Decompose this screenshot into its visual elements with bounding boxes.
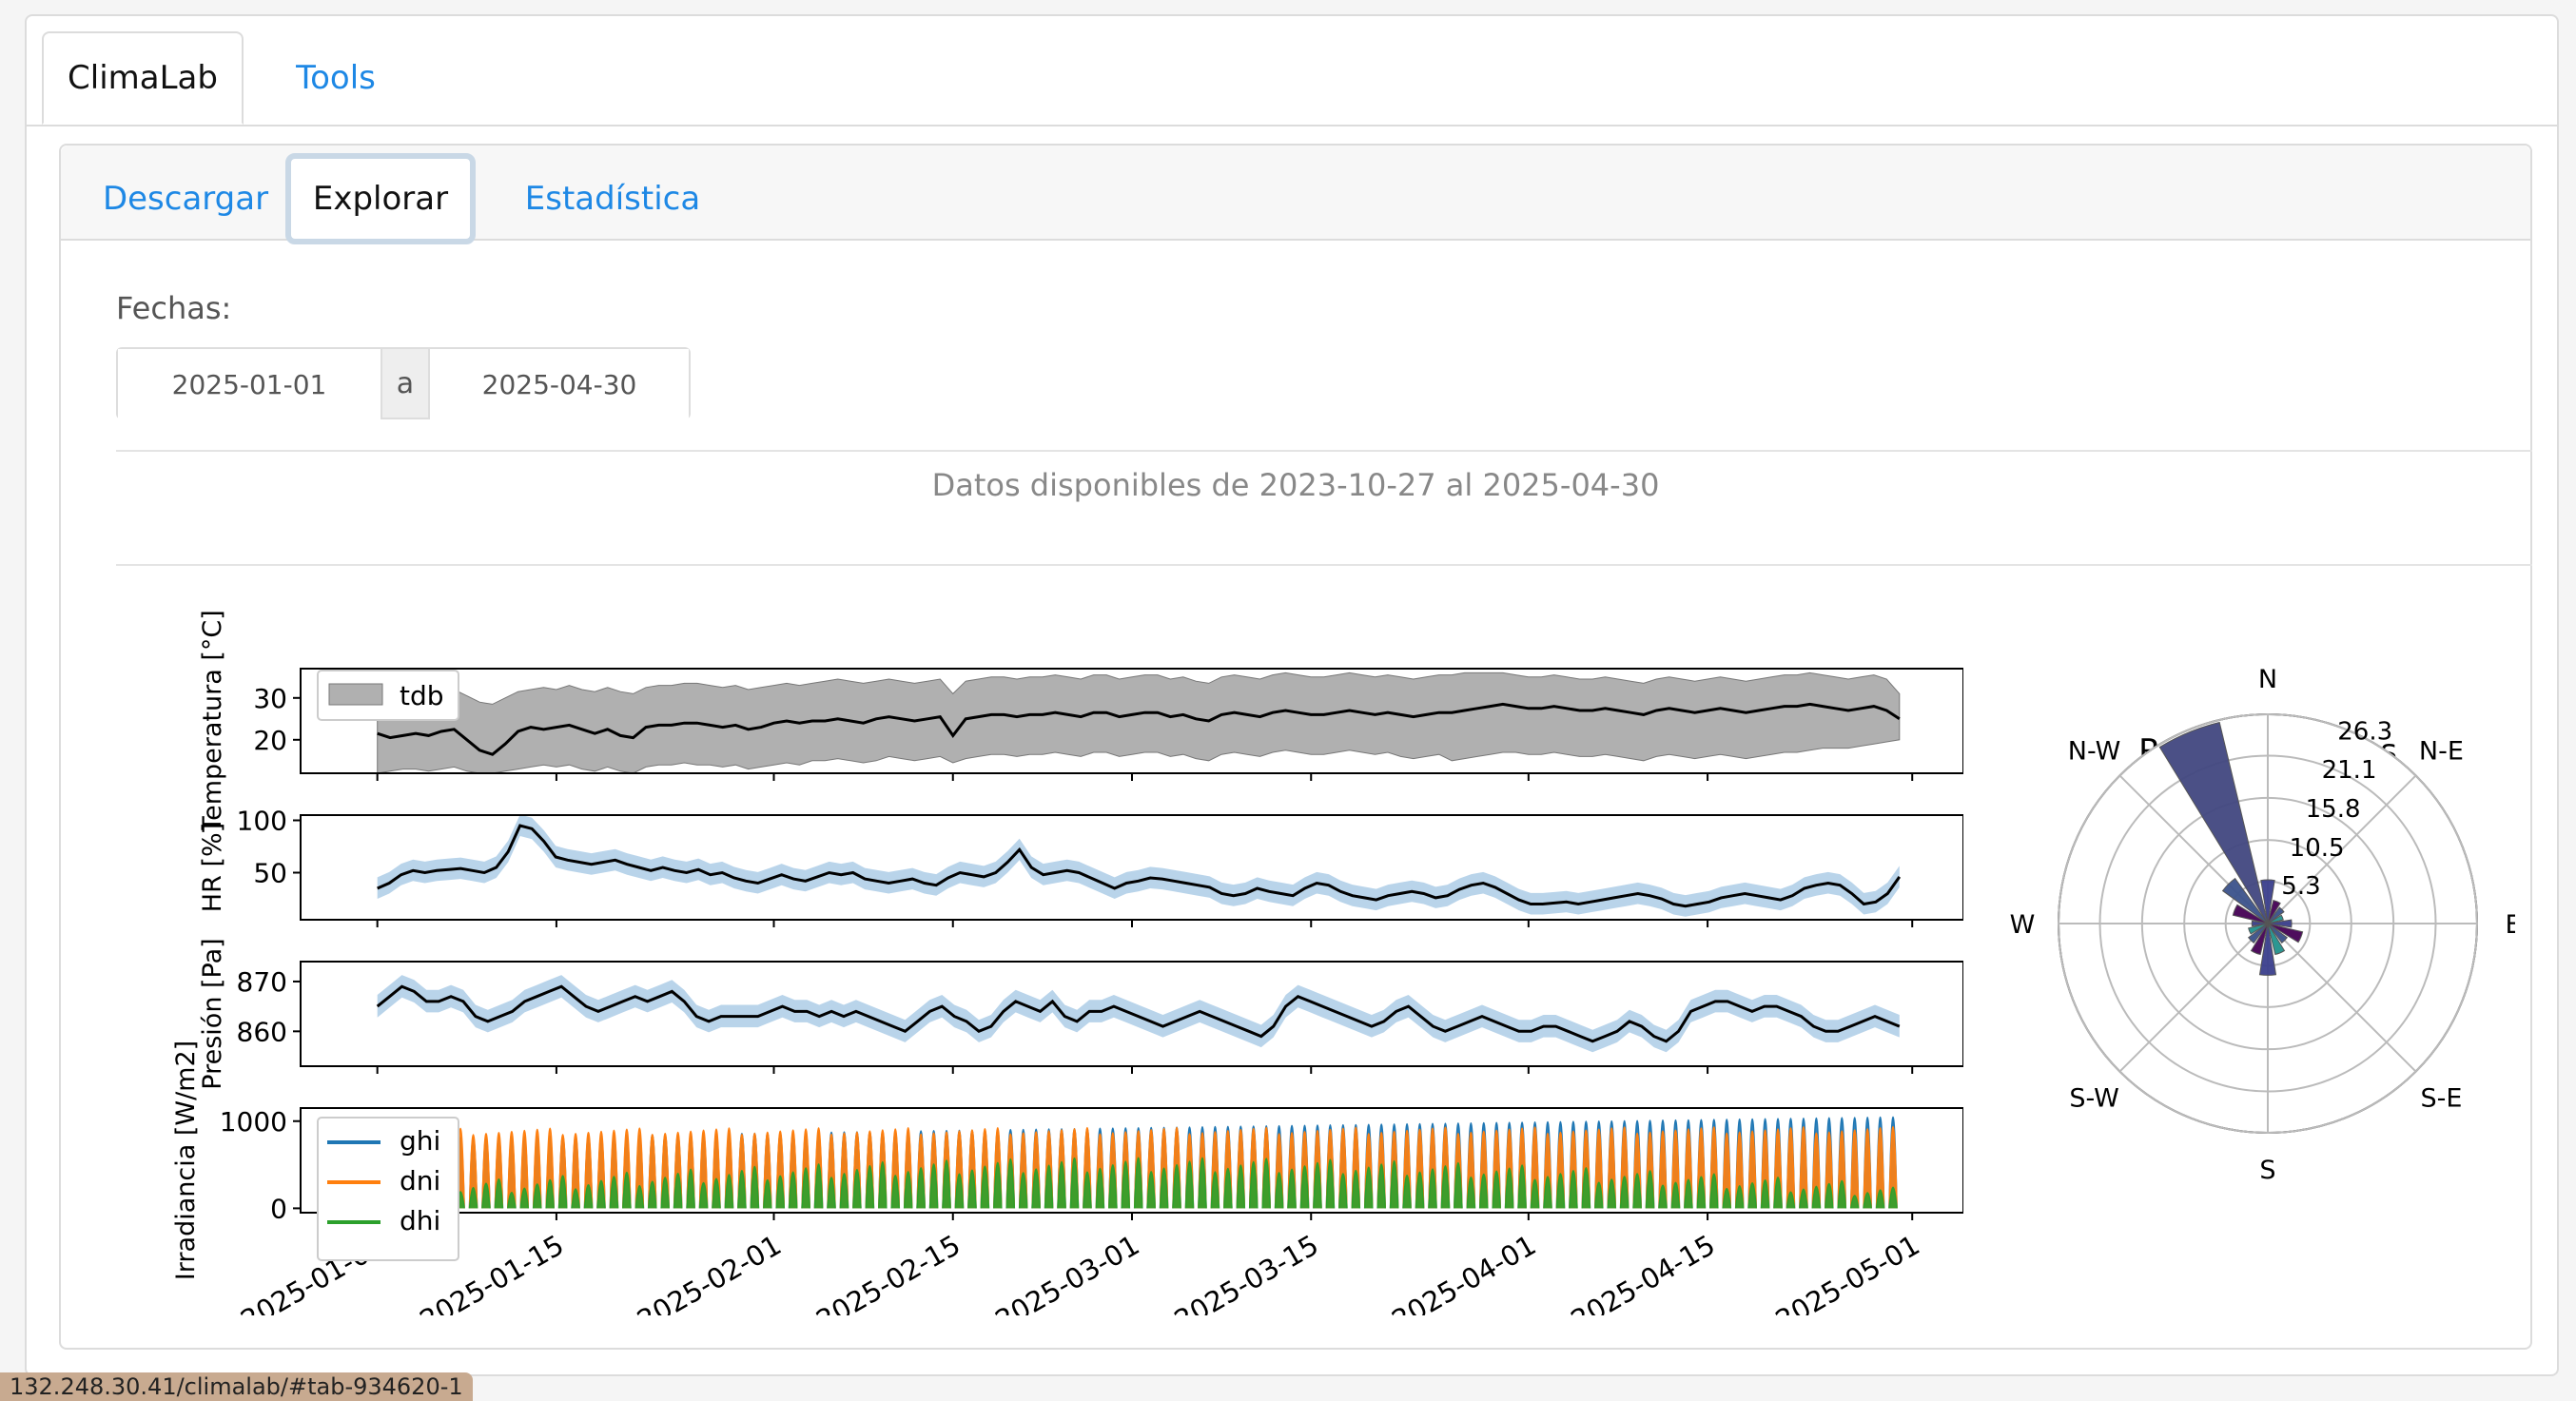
x-tick-label: 2025-02-15	[810, 1229, 966, 1315]
wind-sector	[2158, 721, 2269, 924]
wind-sector	[2267, 914, 2284, 924]
legend-box	[317, 1117, 459, 1261]
direction-label: W	[2010, 910, 2036, 940]
end-date-input[interactable]	[430, 349, 689, 419]
legend-label: dni	[400, 1165, 440, 1197]
radial-tick-label: 15.8	[2306, 795, 2361, 824]
y-tick-label: 860	[237, 1016, 287, 1047]
y-tick-label: 0	[270, 1193, 287, 1224]
tab-tools[interactable]: Tools	[296, 59, 376, 97]
wind-sector	[2267, 906, 2285, 924]
y-tick-label: 50	[253, 858, 287, 889]
x-tick-label: 2025-05-01	[1770, 1229, 1925, 1315]
legend-box	[317, 670, 459, 721]
tab-climalab[interactable]: ClimaLab	[42, 31, 244, 125]
legend-irradiance: ghi dni dhi	[317, 1117, 459, 1261]
wind-sector	[2232, 904, 2269, 924]
main-panel: ClimaLab Tools Descargar Explorar Estadí…	[25, 14, 2559, 1376]
availability-text: Datos disponibles de 2023-10-27 al 2025-…	[931, 467, 1660, 503]
range-band	[377, 814, 1900, 917]
legend-tdb: tdb	[317, 670, 459, 721]
range-band	[377, 671, 1901, 774]
wind-sector	[2248, 923, 2269, 935]
series-line	[377, 702, 1901, 756]
wind-sector	[2251, 920, 2269, 927]
wind-sector	[2267, 899, 2281, 924]
radial-tick-label: 10.5	[2290, 834, 2345, 863]
start-date-input[interactable]	[118, 349, 381, 419]
legend-label: dhi	[400, 1205, 440, 1236]
tab-explorar[interactable]: Explorar	[285, 153, 476, 244]
direction-label: S-W	[2069, 1083, 2118, 1113]
wind-sector	[2258, 923, 2277, 976]
x-tick-label: 2025-02-01	[632, 1229, 787, 1315]
direction-label: S-E	[2420, 1083, 2462, 1113]
x-tick-label: 2025-03-01	[990, 1229, 1145, 1315]
y-axis-label: HR [%]	[198, 823, 227, 912]
status-bar-url: 132.248.30.41/climalab/#tab-934620-1	[0, 1372, 473, 1401]
wind-sector	[2260, 879, 2275, 924]
tab-descargar[interactable]: Descargar	[102, 180, 269, 218]
series-line	[376, 984, 1901, 1043]
wind-sector	[2267, 923, 2304, 944]
direction-label: N-E	[2419, 737, 2464, 767]
sub-tabs: Descargar Explorar Estadística	[61, 146, 2530, 244]
divider	[116, 450, 2532, 452]
wind-sector	[2267, 923, 2286, 956]
x-tick-label: 2025-04-15	[1566, 1229, 1721, 1315]
radial-tick-label: 21.1	[2322, 756, 2377, 785]
chart-panel-3: 0 1000 Irradiancia [W/m2]	[171, 1041, 1963, 1280]
wind-sector	[2267, 919, 2293, 928]
angular-gridline	[2118, 923, 2269, 1073]
y-tick-label: 870	[237, 966, 287, 998]
tab-estadistica[interactable]: Estadística	[524, 180, 701, 218]
date-range: a	[116, 347, 691, 419]
radial-tick-label: 26.3	[2337, 718, 2392, 747]
direction-label: S	[2259, 1156, 2275, 1185]
wind-sector	[2221, 877, 2269, 924]
divider	[116, 564, 2532, 566]
dhi-series	[417, 1157, 1898, 1209]
explore-panel: Descargar Explorar Estadística Fechas: a…	[59, 144, 2532, 1350]
y-tick-label: 1000	[220, 1106, 287, 1138]
y-tick-label: 20	[253, 725, 287, 756]
y-axis-label: Temperatura [°C]	[198, 610, 227, 833]
angular-gridline	[2267, 923, 2417, 1073]
y-axis-label: Presión [Pa]	[198, 938, 227, 1089]
y-tick-label: 100	[237, 806, 287, 837]
wind-sector	[2267, 923, 2289, 944]
date-separator: a	[381, 349, 430, 418]
chart-panel-1: 50 100 HR [%]	[198, 806, 1963, 927]
wind-sector	[2250, 923, 2269, 956]
angular-gridline	[2267, 774, 2417, 924]
series-line	[377, 824, 1902, 908]
chart-panel-2: 860 870 Presión [Pa]	[198, 938, 1963, 1090]
direction-label: N	[2258, 665, 2277, 694]
x-tick-label: 2025-04-01	[1386, 1229, 1541, 1315]
legend-label: ghi	[400, 1125, 440, 1157]
legend-label: tdb	[400, 680, 444, 711]
wind-rose-chart: Rosa de Vientos5.310.515.821.126.3NN-EES…	[2010, 665, 2515, 1185]
top-tabs: ClimaLab Tools	[27, 31, 2557, 126]
dates-label: Fechas:	[116, 290, 232, 326]
x-axis-labels: 2025-01-01 2025-01-15 2025-02-01 2025-02-15…	[235, 1229, 1925, 1315]
x-tick-label: 2025-03-15	[1169, 1229, 1324, 1315]
direction-label: N-W	[2068, 737, 2121, 767]
y-tick-label: 30	[253, 683, 287, 714]
y-axis-label: Irradiancia [W/m2]	[171, 1041, 201, 1280]
legend-swatch	[328, 683, 383, 706]
direction-label: E	[2505, 910, 2515, 940]
range-band	[377, 975, 1900, 1053]
wind-sector	[2247, 923, 2269, 944]
chart-panel-0: 20 30 Temperatura [°C]	[198, 610, 1963, 833]
radial-tick-label: 5.3	[2281, 872, 2320, 901]
timeseries-charts: 20 30 Temperatura [°C] 50 100 HR [%] 860 870 Pre…	[171, 610, 1963, 1315]
